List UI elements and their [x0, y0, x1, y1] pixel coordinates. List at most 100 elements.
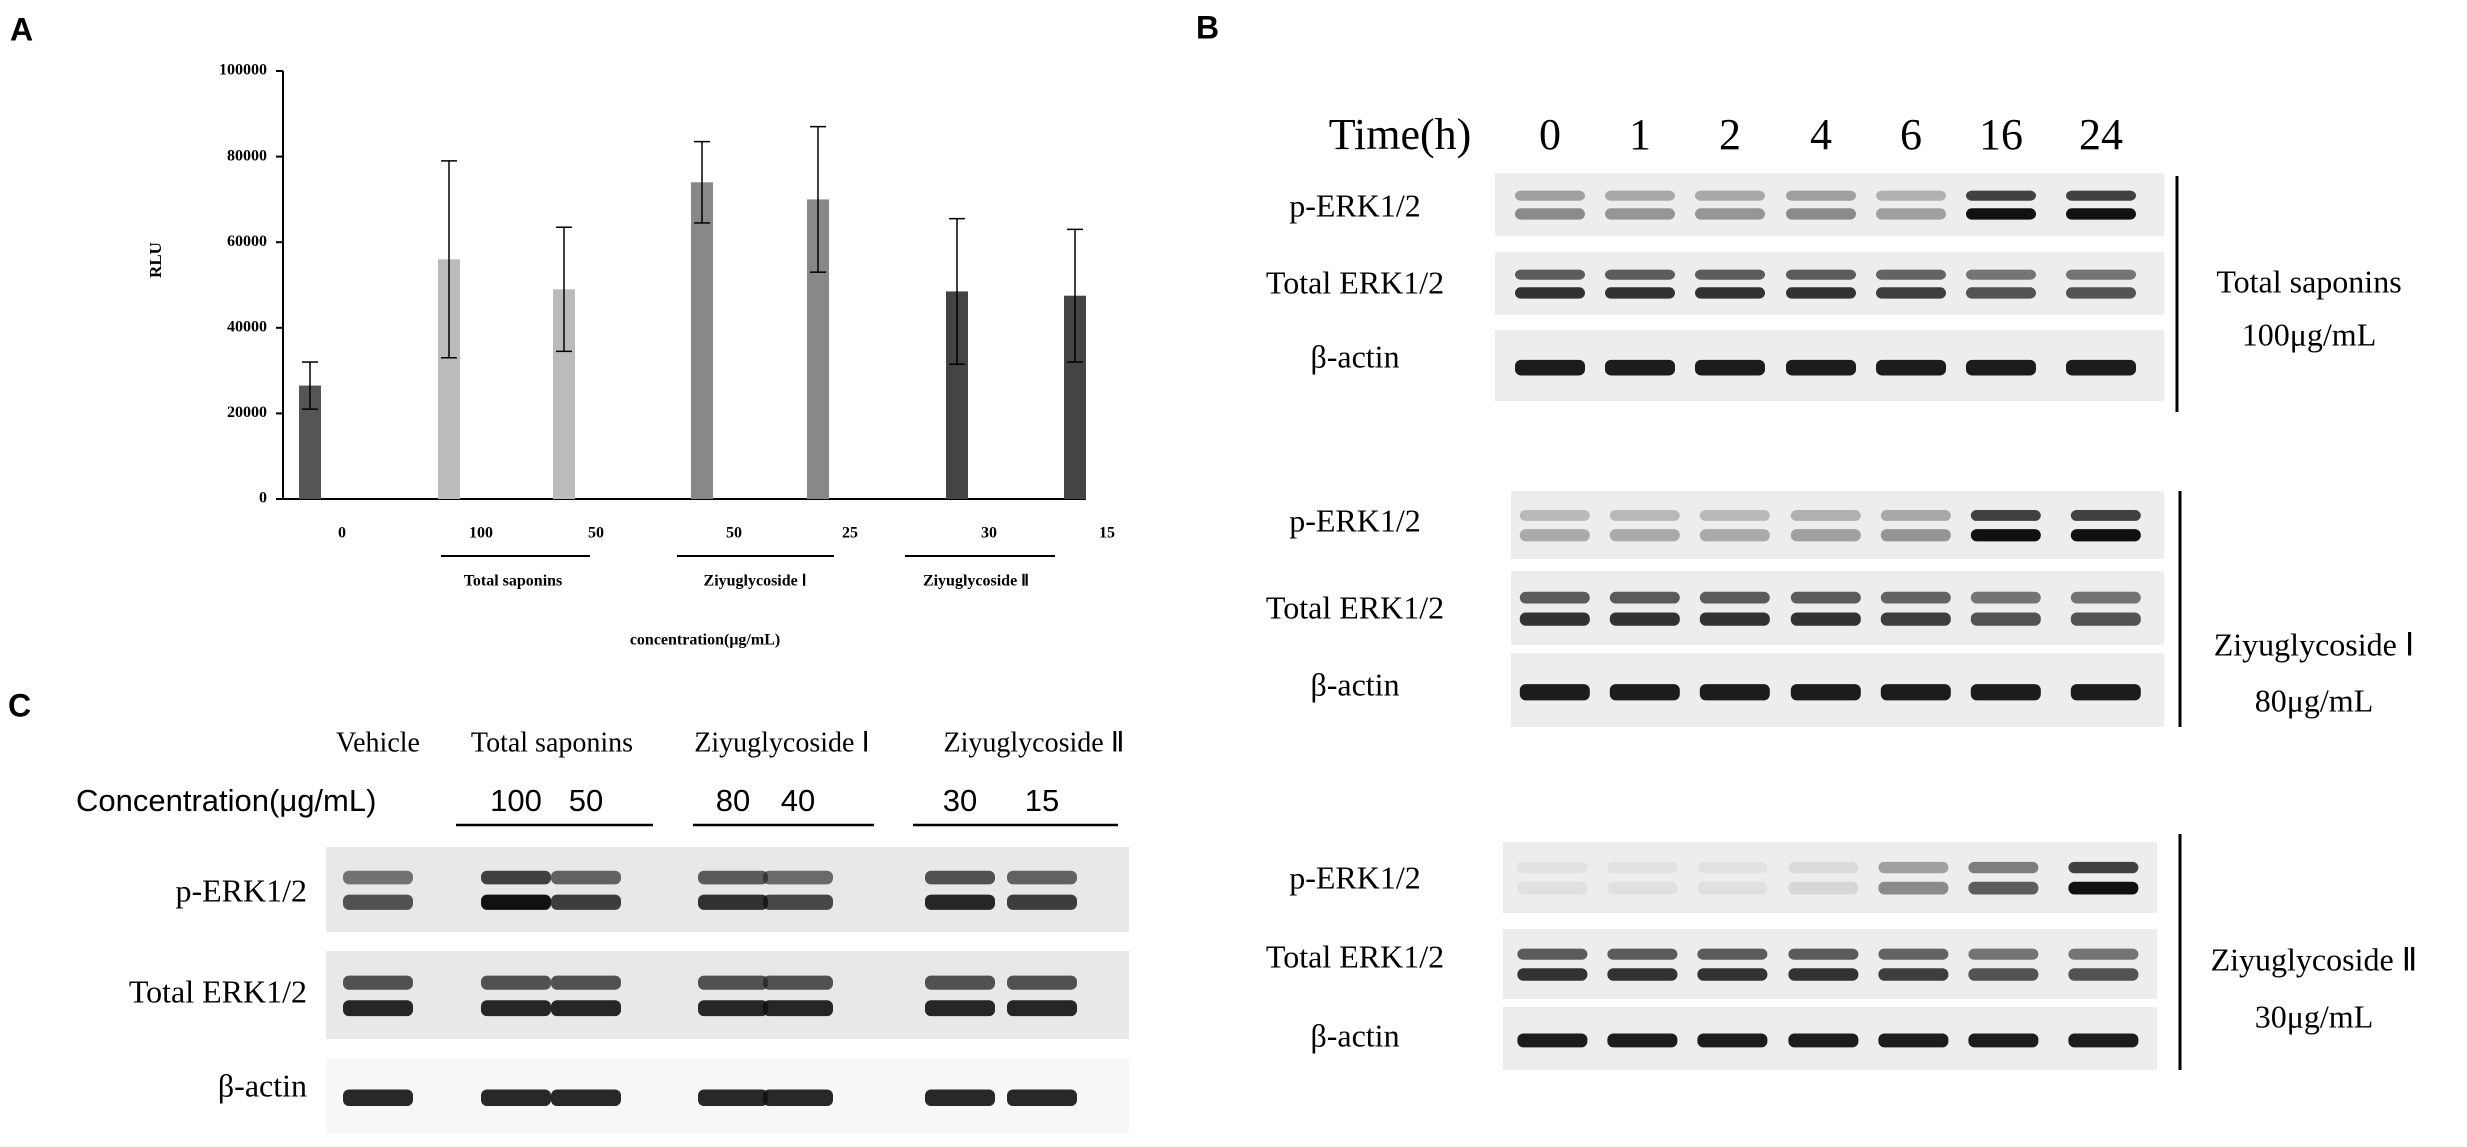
band	[1699, 684, 1770, 701]
band	[1007, 1000, 1077, 1017]
band	[1605, 359, 1675, 376]
band	[1876, 359, 1946, 376]
band	[1786, 287, 1856, 299]
band	[1609, 529, 1680, 542]
band	[1605, 269, 1675, 280]
y-tick-label: 40000	[227, 318, 267, 335]
band	[1517, 948, 1588, 960]
band	[925, 975, 995, 990]
blot-background	[326, 951, 1129, 1039]
blot-background	[1495, 173, 2164, 236]
band	[1880, 510, 1951, 521]
band	[1970, 591, 2041, 604]
band	[1876, 287, 1946, 299]
blot-background	[1511, 491, 2164, 559]
band	[763, 975, 833, 990]
blot-background	[1503, 929, 2157, 999]
band	[1790, 510, 1861, 521]
band	[763, 894, 833, 910]
band	[1968, 948, 2039, 960]
band	[1517, 861, 1588, 874]
band	[1876, 190, 1946, 201]
band	[1007, 1089, 1077, 1106]
band	[1697, 881, 1768, 895]
band	[1880, 529, 1951, 542]
band	[1966, 190, 2036, 201]
x-tick-label: 30	[981, 525, 997, 542]
band	[763, 870, 833, 885]
band	[1878, 881, 1949, 895]
band	[1966, 287, 2036, 299]
time-label: 24	[2079, 110, 2123, 159]
panel-label: C	[8, 687, 31, 723]
band	[1699, 510, 1770, 521]
group-label: Ziyuglycoside Ⅰ	[704, 573, 807, 590]
band	[925, 1000, 995, 1017]
blot-background	[1503, 842, 2157, 913]
band	[1609, 510, 1680, 521]
band	[2068, 881, 2139, 895]
band	[1788, 881, 1859, 895]
group-header: Ziyuglycoside Ⅱ	[944, 727, 1125, 758]
panel-label: B	[1196, 9, 1219, 45]
band	[481, 870, 551, 885]
band	[1515, 269, 1585, 280]
band	[481, 1000, 551, 1017]
band	[2070, 684, 2141, 701]
concentration: 30	[943, 783, 977, 818]
band	[1790, 684, 1861, 701]
band	[1968, 968, 2039, 981]
concentration: 100	[490, 783, 542, 818]
group-label: Ziyuglycoside Ⅱ	[923, 573, 1029, 590]
row-label: Total ERK1/2	[1266, 589, 1444, 625]
band	[1788, 968, 1859, 981]
band	[1968, 1033, 2039, 1048]
band	[343, 894, 413, 910]
band	[1970, 529, 2041, 542]
band	[551, 975, 621, 990]
bar	[1064, 295, 1086, 499]
bar	[553, 289, 575, 499]
row-label: β-actin	[1310, 666, 1399, 702]
band	[2068, 948, 2139, 960]
band	[481, 1089, 551, 1106]
concentration: 15	[1025, 783, 1059, 818]
row-label: Total ERK1/2	[1266, 938, 1444, 974]
band	[1878, 861, 1949, 874]
band	[1695, 287, 1765, 299]
band	[1515, 287, 1585, 299]
bar	[946, 291, 968, 499]
band	[481, 894, 551, 910]
x-tick-label: 100	[469, 525, 493, 542]
band	[551, 894, 621, 910]
time-label: 4	[1810, 110, 1832, 159]
band	[1876, 208, 1946, 220]
band	[2070, 612, 2141, 626]
band	[2068, 968, 2139, 981]
band	[1697, 968, 1768, 981]
blot-background	[1495, 252, 2164, 315]
blot-background	[1511, 571, 2164, 645]
bar	[438, 259, 460, 499]
band	[1605, 287, 1675, 299]
concentration-label: Concentration(μg/mL)	[76, 783, 376, 818]
group-label: Total saponins	[464, 573, 563, 590]
band	[1515, 359, 1585, 376]
time-label: 6	[1900, 110, 1922, 159]
row-label: p-ERK1/2	[1289, 187, 1421, 223]
band	[343, 1000, 413, 1017]
bar	[299, 385, 321, 499]
band	[1519, 510, 1590, 521]
band	[1968, 881, 2039, 895]
band	[698, 1000, 768, 1017]
band	[1880, 612, 1951, 626]
band	[2066, 208, 2136, 220]
band	[1788, 948, 1859, 960]
y-tick-label: 20000	[227, 404, 267, 421]
band	[1970, 684, 2041, 701]
band	[343, 1089, 413, 1106]
band	[925, 1089, 995, 1106]
dose-label: 80μg/mL	[2255, 682, 2373, 718]
x-tick-label: 50	[588, 525, 604, 542]
